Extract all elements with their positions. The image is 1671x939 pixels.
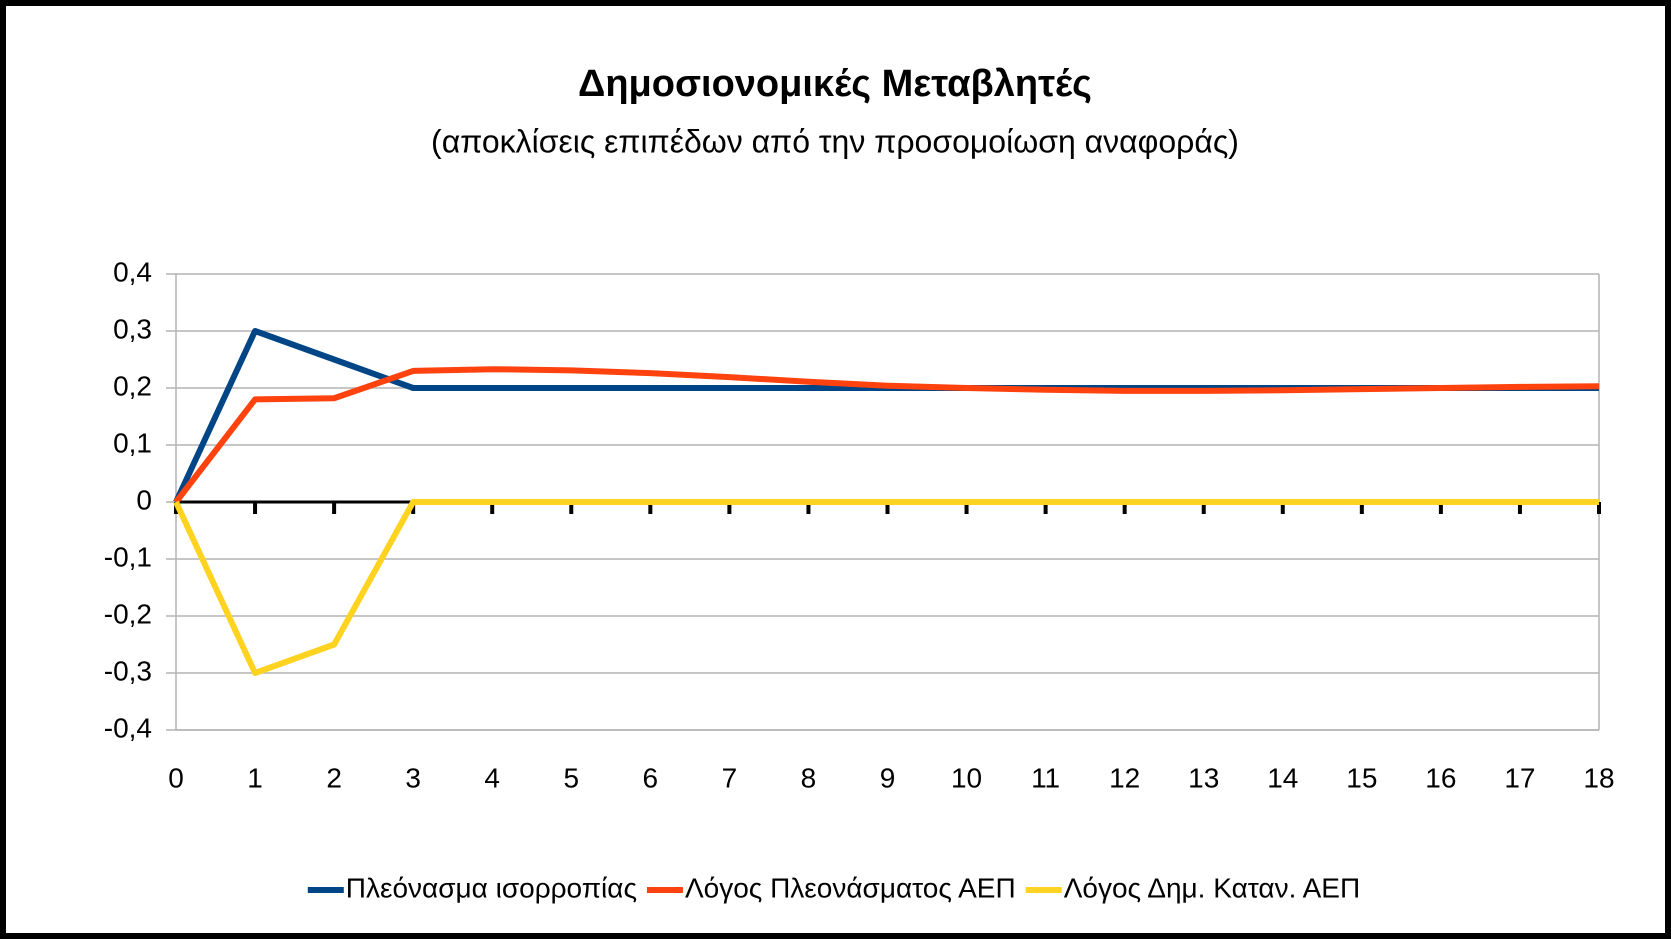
y-tick-label: -0,4 (104, 712, 152, 743)
x-tick-label: 18 (1583, 762, 1614, 793)
x-tick-label: 10 (951, 762, 982, 793)
x-tick-label: 2 (326, 762, 342, 793)
y-tick-label: 0 (136, 484, 152, 515)
x-tick-label: 8 (801, 762, 817, 793)
legend-label: Πλεόνασμα ισορροπίας (346, 872, 637, 903)
x-tick-label: 3 (405, 762, 421, 793)
x-tick-label: 14 (1267, 762, 1298, 793)
legend-label: Λόγος Πλεονάσματος ΑΕΠ (685, 872, 1016, 903)
x-tick-label: 6 (643, 762, 659, 793)
x-tick-label: 13 (1188, 762, 1219, 793)
series-line (173, 499, 1599, 676)
x-tick-label: 17 (1504, 762, 1535, 793)
chart-subtitle: (αποκλίσεις επιπέδων από την προσομοίωση… (431, 123, 1239, 159)
legend-label: Λόγος Δημ. Καταν. ΑΕΠ (1064, 872, 1361, 903)
x-tick-label: 5 (563, 762, 579, 793)
x-tick-label: 15 (1346, 762, 1377, 793)
y-tick-label: -0,1 (104, 541, 152, 572)
chart-title: Δημοσιονομικές Μεταβλητές (578, 63, 1092, 105)
x-tick-label: 9 (880, 762, 896, 793)
series-line (173, 366, 1600, 504)
y-tick-label: -0,2 (104, 598, 152, 629)
y-tick-label: 0,1 (113, 427, 152, 458)
y-tick-label: 0,3 (113, 313, 152, 344)
x-tick-label: 1 (247, 762, 263, 793)
x-tick-label: 11 (1031, 762, 1060, 793)
x-tick-label: 7 (722, 762, 738, 793)
y-tick-label: 0,4 (113, 256, 152, 287)
x-tick-label: 4 (484, 762, 500, 793)
y-tick-label: -0,3 (104, 655, 152, 686)
y-tick-label: 0,2 (113, 370, 152, 401)
x-tick-label: 12 (1109, 762, 1140, 793)
x-tick-label: 0 (168, 762, 184, 793)
x-tick-label: 16 (1425, 762, 1456, 793)
